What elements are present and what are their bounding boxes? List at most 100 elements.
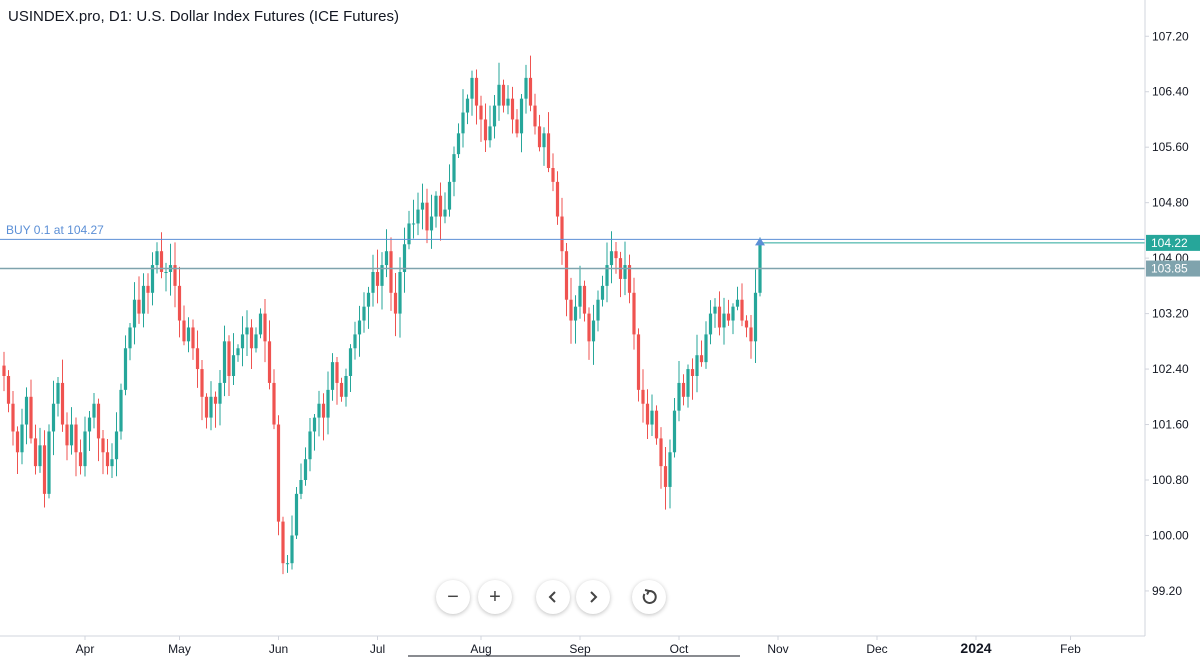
candle xyxy=(443,192,447,224)
candle xyxy=(537,114,542,152)
minus-icon: − xyxy=(447,585,459,608)
candle xyxy=(753,269,758,363)
buy-marker-icon[interactable] xyxy=(755,237,765,246)
zoom-in-button[interactable]: + xyxy=(478,580,512,614)
price-tick-label: 107.20 xyxy=(1152,29,1189,43)
candle xyxy=(366,286,371,329)
candle xyxy=(150,252,155,306)
candle xyxy=(668,439,672,509)
time-tick-label: Oct xyxy=(670,642,689,656)
candle xyxy=(348,344,353,392)
candle xyxy=(231,333,236,385)
time-tick-label: Dec xyxy=(866,642,887,656)
candle xyxy=(195,330,200,388)
price-badges: 104.22 103.85 xyxy=(1146,234,1200,277)
candle xyxy=(20,408,24,465)
candle xyxy=(375,249,380,304)
candle xyxy=(416,192,420,236)
price-axis[interactable]: 107.20106.40105.60104.80104.00103.20102.… xyxy=(1145,29,1189,598)
candle xyxy=(200,360,204,421)
candle xyxy=(303,447,308,486)
candle xyxy=(506,85,510,115)
candle xyxy=(420,183,425,230)
candle xyxy=(168,243,173,296)
candle xyxy=(344,368,348,407)
candle xyxy=(740,283,744,327)
candle xyxy=(159,232,164,279)
candle xyxy=(204,393,209,429)
candle xyxy=(731,303,735,335)
candle xyxy=(483,103,488,152)
price-tick-label: 100.80 xyxy=(1152,473,1189,487)
candle xyxy=(434,191,438,228)
candle xyxy=(456,123,461,159)
order-line-label[interactable]: BUY 0.1 at 104.27 xyxy=(6,223,104,237)
candle xyxy=(132,282,137,345)
candle xyxy=(726,299,731,326)
candle xyxy=(177,266,182,338)
candle xyxy=(371,254,375,307)
candle xyxy=(330,353,335,401)
candle xyxy=(447,164,452,217)
candle xyxy=(591,304,596,365)
scroll-right-button[interactable] xyxy=(576,580,610,614)
candle xyxy=(249,319,254,370)
candle xyxy=(33,424,38,475)
candle xyxy=(321,393,326,441)
candle xyxy=(191,319,195,360)
candle xyxy=(524,64,528,114)
candle xyxy=(470,70,474,116)
candle xyxy=(519,93,524,153)
candle xyxy=(92,392,96,429)
candle xyxy=(2,351,6,392)
candle xyxy=(11,391,15,446)
candle xyxy=(141,273,146,328)
candle xyxy=(317,390,321,437)
candle xyxy=(294,486,299,539)
scroll-left-button[interactable] xyxy=(536,580,570,614)
candle xyxy=(708,300,713,345)
candle xyxy=(654,405,659,445)
candle xyxy=(213,391,218,428)
candle xyxy=(254,327,258,353)
price-tick-label: 102.40 xyxy=(1152,362,1189,376)
candle xyxy=(425,188,429,244)
candle xyxy=(299,463,303,500)
candle xyxy=(96,398,101,462)
candle xyxy=(636,328,641,402)
candle xyxy=(398,257,402,338)
time-tick-label: Nov xyxy=(767,642,788,656)
candle xyxy=(357,305,362,357)
candle xyxy=(51,380,56,456)
candle xyxy=(501,79,506,113)
candle xyxy=(641,369,645,423)
candle xyxy=(164,262,168,292)
candle xyxy=(123,335,128,396)
candle xyxy=(128,323,132,361)
zoom-out-button[interactable]: − xyxy=(436,580,470,614)
candle xyxy=(222,325,227,397)
candle xyxy=(83,416,87,477)
candle xyxy=(353,321,357,360)
candle xyxy=(362,292,366,333)
candle xyxy=(272,369,276,430)
candle xyxy=(24,387,29,445)
candle xyxy=(276,415,281,536)
time-tick-label: Apr xyxy=(76,642,95,656)
candle xyxy=(384,229,389,278)
candle xyxy=(492,94,497,139)
reset-chart-button[interactable] xyxy=(632,580,666,614)
time-tick-label: May xyxy=(168,642,191,656)
candle xyxy=(627,254,632,304)
last-price-badge: 104.22 xyxy=(1146,234,1200,251)
candle xyxy=(465,94,470,125)
time-axis[interactable]: Apr May Jun Jul Aug Sep Oct Nov Dec 2024 Feb xyxy=(76,636,1082,656)
candle xyxy=(56,376,60,417)
candlestick-series xyxy=(2,55,762,575)
candle xyxy=(281,516,285,575)
candle xyxy=(618,251,623,298)
candle xyxy=(119,383,123,440)
candle xyxy=(533,93,537,135)
candle xyxy=(78,439,83,475)
